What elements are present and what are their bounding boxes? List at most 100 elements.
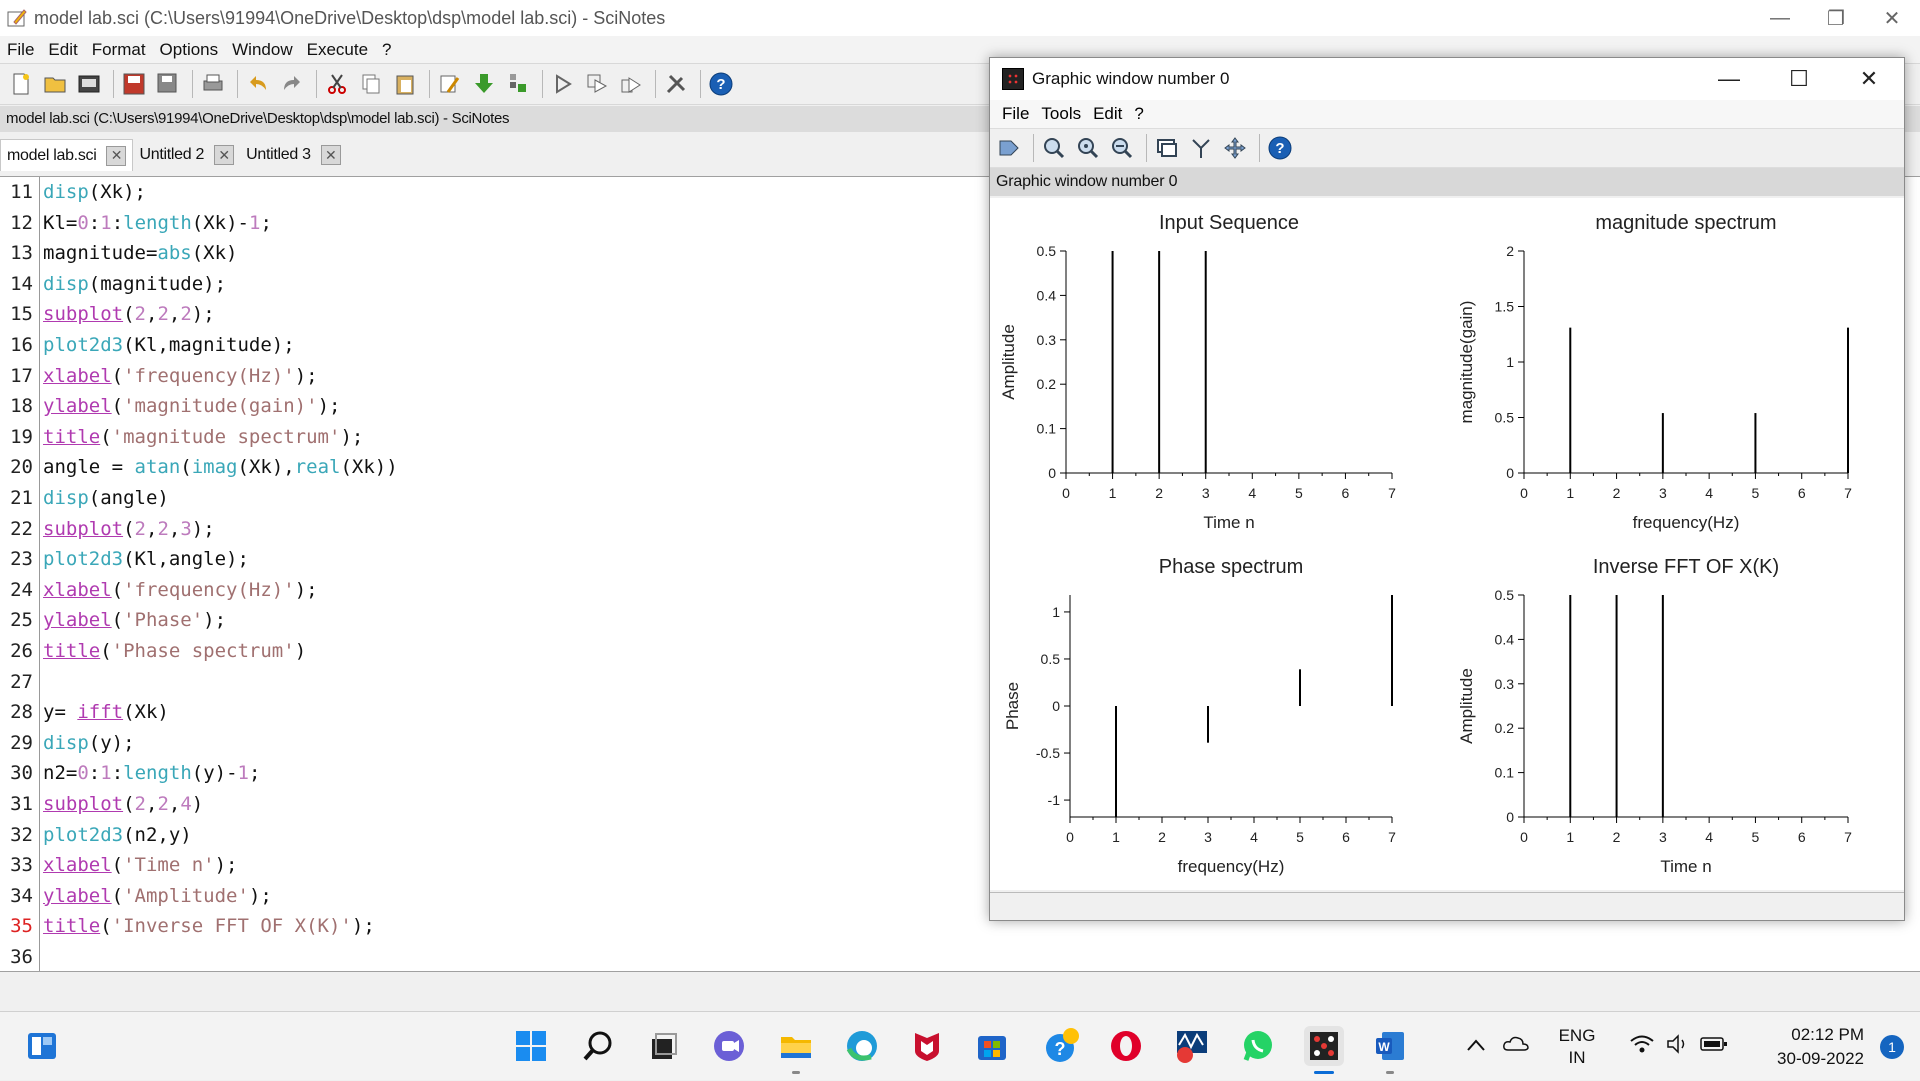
notification-badge[interactable]: 1 (1864, 1034, 1920, 1059)
code-line[interactable]: xlabel('frequency(Hz)'); (43, 364, 318, 387)
code-line[interactable]: subplot(2,2,2); (43, 303, 215, 326)
help-icon[interactable]: ? (706, 69, 736, 99)
language-indicator[interactable]: ENG IN (1546, 1025, 1608, 1069)
code-line[interactable]: plot2d3(Kl,magnitude); (43, 334, 295, 356)
task-view-icon[interactable] (643, 1026, 683, 1066)
get-help-icon[interactable]: ? (1043, 1026, 1083, 1066)
code-line[interactable]: Kl=0:1:length(Xk)-1; (43, 211, 272, 234)
save-icon[interactable] (119, 69, 149, 99)
code-line[interactable]: y= ifft(Xk) (43, 701, 169, 724)
code-line[interactable]: ylabel('Phase'); (43, 609, 227, 632)
code-line[interactable]: title('Inverse FFT OF X(K)'); (43, 915, 375, 938)
main-title-bar[interactable]: model lab.sci (C:\Users\91994\OneDrive\D… (0, 0, 1920, 36)
graphic-maximize-button[interactable]: ☐ (1789, 66, 1809, 91)
run-selection-icon[interactable] (616, 69, 646, 99)
menu-format[interactable]: Format (91, 39, 146, 59)
datatip-icon[interactable] (1152, 133, 1182, 163)
tab-model-lab[interactable]: model lab.sci ✕ (0, 139, 134, 171)
copy-icon[interactable] (356, 69, 386, 99)
code-line[interactable]: title('Phase spectrum') (43, 640, 307, 662)
widgets-icon[interactable] (22, 1026, 62, 1066)
app-icon[interactable] (1172, 1026, 1212, 1066)
code-line[interactable]: subplot(2,2,4) (43, 793, 204, 815)
paste-icon[interactable] (390, 69, 420, 99)
load-into-scilab-icon[interactable] (469, 69, 499, 99)
graphic-minimize-button[interactable]: — (1718, 66, 1740, 91)
code-line[interactable]: disp(Xk); (43, 181, 146, 203)
graphic-window-title-bar[interactable]: Graphic window number 0 — ☐ ✕ (990, 58, 1904, 100)
code-line[interactable]: magnitude=abs(Xk) (43, 242, 238, 265)
undo-icon[interactable] (243, 69, 273, 99)
graphic-window[interactable]: Graphic window number 0 — ☐ ✕ File Tools… (989, 57, 1905, 921)
menu-execute[interactable]: Execute (306, 39, 369, 59)
close-tab-icon[interactable]: ✕ (214, 145, 235, 165)
cut-icon[interactable] (322, 69, 352, 99)
code-line[interactable]: ylabel('magnitude(gain)'); (43, 395, 341, 418)
code-line[interactable]: n2=0:1:length(y)-1; (43, 762, 261, 785)
graphic-close-button[interactable]: ✕ (1859, 66, 1879, 91)
code-line[interactable]: disp(y); (43, 731, 135, 754)
zoom-icon[interactable] (1039, 133, 1069, 163)
onedrive-icon[interactable] (1496, 1034, 1536, 1059)
code-line[interactable]: plot2d3(n2,y) (43, 823, 192, 846)
close-tab-icon[interactable]: ✕ (320, 145, 341, 165)
tab-untitled-3[interactable]: Untitled 3 ✕ (240, 139, 347, 171)
zoom-area-icon[interactable] (1073, 133, 1103, 163)
graphic-menu-file[interactable]: File (1002, 104, 1030, 123)
show-hidden-icons-icon[interactable] (1456, 1037, 1496, 1057)
preferences-icon[interactable] (661, 69, 691, 99)
menu-file[interactable]: File (7, 39, 35, 59)
teams-chat-icon[interactable] (709, 1026, 749, 1066)
search-icon[interactable] (578, 1026, 618, 1066)
graphic-menu-help[interactable]: ? (1134, 104, 1144, 123)
file-explorer-icon[interactable] (776, 1026, 816, 1074)
clock[interactable]: 02:12 PM 30-09-2022 (1744, 1023, 1864, 1071)
pan-icon[interactable] (1220, 133, 1250, 163)
graphic-help-icon[interactable]: ? (1265, 133, 1295, 163)
graphic-menu-tools[interactable]: Tools (1041, 104, 1082, 123)
mcafee-icon[interactable] (907, 1026, 947, 1066)
menu-window[interactable]: Window (232, 39, 293, 59)
execute-file-icon[interactable] (503, 69, 533, 99)
run-icon[interactable] (548, 69, 578, 99)
wifi-icon[interactable] (1622, 1034, 1662, 1059)
code-line[interactable]: disp(angle) (43, 487, 169, 509)
menu-edit[interactable]: Edit (48, 39, 78, 59)
new-file-icon[interactable] (6, 69, 36, 99)
open-file-icon[interactable] (40, 69, 70, 99)
code-line[interactable]: subplot(2,2,3); (43, 517, 215, 540)
save-as-icon[interactable] (153, 69, 183, 99)
code-line[interactable]: xlabel('Time n'); (43, 854, 238, 877)
rotate-icon[interactable] (994, 133, 1024, 163)
menu-help[interactable]: ? (382, 39, 392, 59)
code-line[interactable]: xlabel('frequency(Hz)'); (43, 578, 318, 601)
code-line[interactable]: plot2d3(Kl,angle); (43, 548, 249, 571)
code-line[interactable]: disp(magnitude); (43, 272, 227, 295)
start-icon[interactable] (511, 1026, 551, 1066)
menu-options[interactable]: Options (159, 39, 219, 59)
tab-untitled-2[interactable]: Untitled 2 ✕ (133, 139, 240, 171)
opera-icon[interactable] (1106, 1026, 1146, 1066)
axes-icon[interactable] (1186, 133, 1216, 163)
plot-area[interactable]: Input Sequence 0 1 2 3 4 5 6 7 0 0.1 0.2 0.3 0.4 0.5 Ti… (990, 198, 1904, 890)
close-tab-icon[interactable]: ✕ (106, 145, 127, 166)
unzoom-icon[interactable] (1107, 133, 1137, 163)
whatsapp-icon[interactable] (1238, 1026, 1278, 1066)
code-line[interactable]: title('magnitude spectrum'); (43, 425, 364, 448)
find-replace-icon[interactable] (435, 69, 465, 99)
close-button[interactable]: ✕ (1883, 7, 1901, 30)
word-icon[interactable]: W (1370, 1026, 1410, 1074)
code-line[interactable]: ylabel('Amplitude'); (43, 884, 272, 907)
graphic-menu-edit[interactable]: Edit (1093, 104, 1123, 123)
open-recent-icon[interactable] (74, 69, 104, 99)
run-with-echo-icon[interactable] (582, 69, 612, 99)
minimize-button[interactable]: — (1770, 6, 1790, 29)
code-editor[interactable]: 11 12 13 14 15 16 17 18 19 20 21 22 23 24 25 26 27 28 29 30… (0, 176, 1920, 972)
store-icon[interactable] (972, 1026, 1012, 1066)
redo-icon[interactable] (277, 69, 307, 99)
restore-button[interactable]: ❐ (1827, 7, 1845, 30)
volume-icon[interactable] (1662, 1034, 1694, 1059)
print-icon[interactable] (198, 69, 228, 99)
scilab-icon[interactable] (1304, 1026, 1344, 1074)
edge-icon[interactable] (842, 1026, 882, 1066)
